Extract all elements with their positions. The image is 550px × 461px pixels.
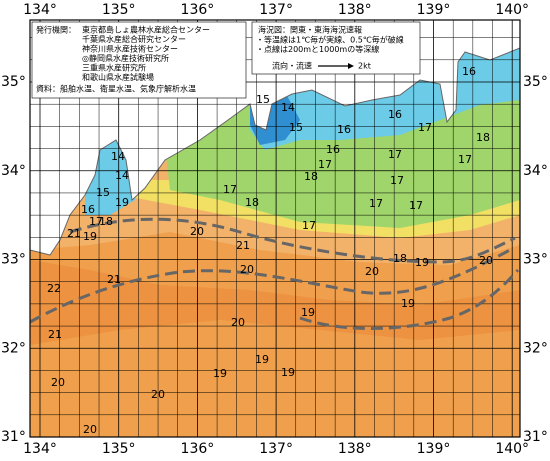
- isotherm-label: 20: [151, 388, 165, 401]
- longitude-label: 140°: [495, 2, 529, 18]
- isotherm-label: 15: [289, 121, 303, 134]
- legend-title: 海況図：関東・東海海況速報: [258, 25, 362, 35]
- latitude-label: 32°: [1, 340, 26, 356]
- isotherm-label: 21: [236, 239, 250, 252]
- longitude-label: 139°: [417, 441, 451, 457]
- isotherm-label: 20: [190, 225, 204, 238]
- isotherm-label: 19: [213, 367, 227, 380]
- isotherm-label: 21: [107, 273, 121, 286]
- current-label: 流向・流速: [272, 61, 312, 71]
- isotherm-label: 14: [115, 169, 129, 182]
- legend-note: ・等温線は1℃毎が実線、0.5℃毎が破線: [256, 35, 404, 45]
- isotherm-label: 17: [223, 183, 237, 196]
- current-path: [299, 268, 520, 330]
- isotherm-label: 19: [401, 297, 415, 310]
- isotherm-label: 18: [245, 196, 259, 209]
- isotherm-label: 15: [256, 93, 270, 106]
- isotherm-label: 17: [390, 174, 404, 187]
- latitude-label: 31°: [1, 429, 26, 445]
- latitude-label: 35°: [1, 74, 26, 90]
- publisher-line: 和歌山県水産試験場: [82, 72, 154, 82]
- isotherm-label: 17: [302, 219, 316, 232]
- longitude-label: 136°: [181, 441, 215, 457]
- isotherm-label: 21: [67, 227, 81, 240]
- current-arrow-head: [348, 63, 354, 69]
- latitude-label: 31°: [523, 429, 548, 445]
- current-path: [30, 248, 511, 324]
- isotherm-label: 20: [365, 265, 379, 278]
- isotherm-label: 20: [83, 423, 97, 436]
- isotherm-label: 17: [409, 199, 423, 212]
- isotherm-label: 18: [99, 215, 113, 228]
- longitude-label: 138°: [338, 441, 372, 457]
- longitude-label: 140°: [495, 441, 529, 457]
- source-line: 資料：船舶水温、衛星水温、気象庁解析水温: [36, 84, 196, 94]
- longitude-label: 138°: [338, 2, 372, 18]
- isotherm-label: 14: [111, 150, 125, 163]
- isotherm-label: 20: [240, 263, 254, 276]
- isotherm-label: 20: [51, 376, 65, 389]
- isotherm-label: 16: [326, 143, 340, 156]
- longitude-label: 139°: [417, 2, 451, 18]
- speed-label: 2kt: [358, 62, 371, 71]
- isotherm-label: 19: [301, 306, 315, 319]
- isotherm-label: 15: [96, 186, 110, 199]
- isotherm-label: 17: [369, 197, 383, 210]
- isotherm-label: 18: [304, 170, 318, 183]
- sea-kuroshio-core: [30, 260, 520, 345]
- isotherm-label: 19: [83, 230, 97, 243]
- longitude-label: 137°: [259, 2, 293, 18]
- legend-note: ・点線は200mと1000mの等深線: [256, 44, 379, 54]
- longitude-label: 134°: [23, 2, 57, 18]
- map-frame: [29, 19, 521, 438]
- isotherm-label: 20: [231, 316, 245, 329]
- isotherm-label: 22: [47, 282, 61, 295]
- publisher-box: [31, 21, 247, 99]
- sea-kuroshio: [30, 232, 520, 437]
- legend-box: [251, 21, 421, 75]
- isotherm-label: 19: [255, 353, 269, 366]
- publisher-line: 三重県水産研究所: [82, 63, 146, 73]
- current-path: [69, 217, 516, 264]
- isotherm-label: 16: [337, 123, 351, 136]
- isotherm-label: 16: [81, 203, 95, 216]
- isotherm-label: 17: [458, 153, 472, 166]
- isotherm-label: 19: [281, 366, 295, 379]
- isotherm-label: 20: [479, 254, 493, 267]
- isotherm-label: 19: [415, 256, 429, 269]
- publisher-heading: 発行機関：: [36, 25, 76, 35]
- isotherm-label: 14: [281, 101, 295, 114]
- longitude-label: 136°: [181, 2, 215, 18]
- isotherm-label: 17: [318, 158, 332, 171]
- isotherm-label: 19: [115, 196, 129, 209]
- longitude-label: 135°: [102, 2, 136, 18]
- isotherm-label: 17: [89, 215, 103, 228]
- isotherm-label: 18: [393, 252, 407, 265]
- isotherm-label: 16: [462, 65, 476, 78]
- publisher-line: 神奈川県水産技術センター: [82, 44, 178, 54]
- longitude-label: 137°: [259, 441, 293, 457]
- publisher-line: 東京都島しょ農林水産総合センター: [82, 25, 210, 35]
- isotherm-label: 21: [48, 328, 62, 341]
- latitude-label: 34°: [523, 163, 548, 179]
- isotherm-label: 16: [388, 108, 402, 121]
- isotherm-label: 18: [476, 131, 490, 144]
- publisher-line: ◎静岡県水産技術研究所: [82, 53, 169, 63]
- isotherm-label: 17: [388, 148, 402, 161]
- latitude-label: 33°: [1, 252, 26, 268]
- latitude-label: 35°: [523, 74, 548, 90]
- publisher-line: 千葉県水産総合研究センター: [82, 34, 186, 44]
- longitude-label: 135°: [102, 441, 136, 457]
- latitude-label: 34°: [1, 163, 26, 179]
- latitude-label: 32°: [523, 340, 548, 356]
- longitude-label: 134°: [23, 441, 57, 457]
- isotherm-label: 17: [418, 121, 432, 134]
- latitude-label: 33°: [523, 252, 548, 268]
